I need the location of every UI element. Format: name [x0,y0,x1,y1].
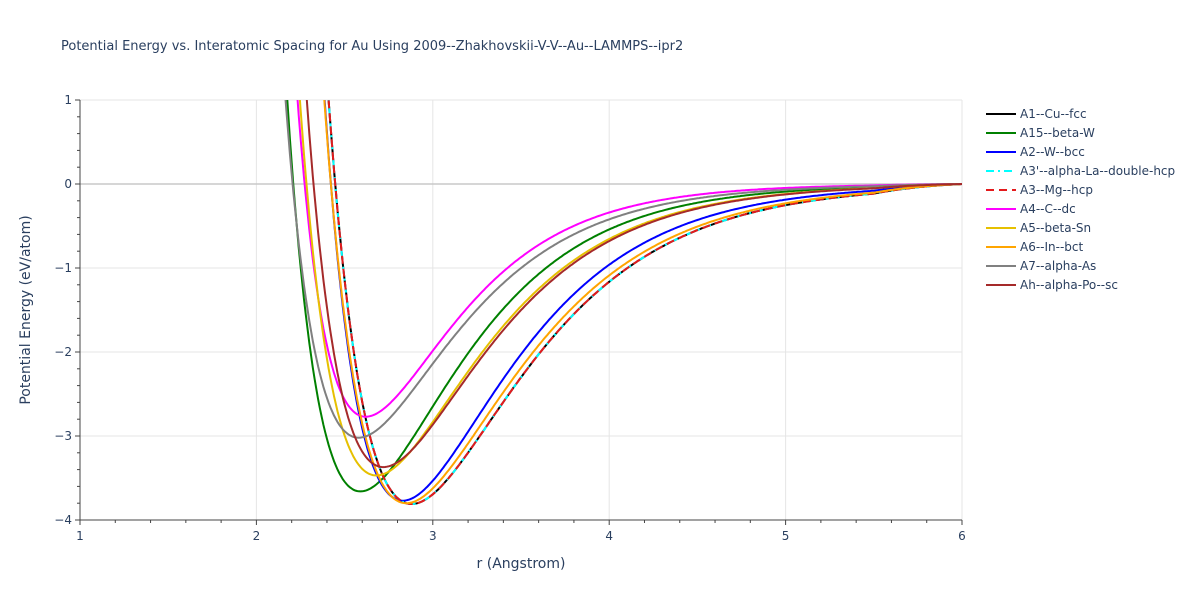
series-line-ah-alpha-po-sc [305,100,962,469]
y-tick-labels: 1 0 −1 −2 −3 −4 [54,93,72,527]
y-tick-label: 1 [64,93,72,107]
x-tick-label: 4 [605,529,613,543]
legend-entry[interactable]: A4--C--dc [1020,202,1076,216]
y-axis-label: Potential Energy (eV/atom) [18,215,34,404]
series-line-a2-w-bcc [323,100,962,502]
series-line-a15-beta-w [286,100,962,493]
series-line-a1-cu-fcc [327,100,962,505]
y-tick-label: −3 [54,429,72,443]
y-tick-label: −2 [54,345,72,359]
series-line-a3-mg-hcp [327,100,962,505]
x-tick-label: 6 [958,529,966,543]
legend-entry[interactable]: A7--alpha-As [1020,259,1096,273]
x-tick-label: 2 [253,529,261,543]
legend-entry[interactable]: Ah--alpha-Po--sc [1020,278,1118,292]
legend-entry[interactable]: A6--In--bct [1020,240,1084,254]
y-tick-label: 0 [64,177,72,191]
legend-entry[interactable]: A3'--alpha-La--double-hcp [1020,164,1175,178]
legend-entry[interactable]: A1--Cu--fcc [1020,107,1087,121]
legend-entry[interactable]: A2--W--bcc [1020,145,1085,159]
series-lines [284,100,962,505]
legend-entry[interactable]: A15--beta-W [1020,126,1095,140]
legend-entry[interactable]: A3--Mg--hcp [1020,183,1093,197]
axes [75,99,963,525]
series-line-a6-in-bct [323,100,962,505]
legend-entry[interactable]: A5--beta-Sn [1020,221,1091,235]
y-tick-label: −4 [54,513,72,527]
x-tick-label: 5 [782,529,790,543]
series-line-a4-c-dc [296,100,962,418]
legend: A1--Cu--fcc A15--beta-W A2--W--bcc A3'--alp… [986,107,1175,292]
x-tick-label: 1 [76,529,84,543]
x-tick-labels: 1 2 3 4 5 6 [76,529,966,543]
series-line-a7-alpha-as [284,100,962,439]
x-tick-label: 3 [429,529,437,543]
y-tick-label: −1 [54,261,72,275]
x-axis-label: r (Angstrom) [477,556,566,572]
chart-title: Potential Energy vs. Interatomic Spacing… [61,39,683,54]
series-line-a3-alpha-la-double-hcp [327,100,962,505]
